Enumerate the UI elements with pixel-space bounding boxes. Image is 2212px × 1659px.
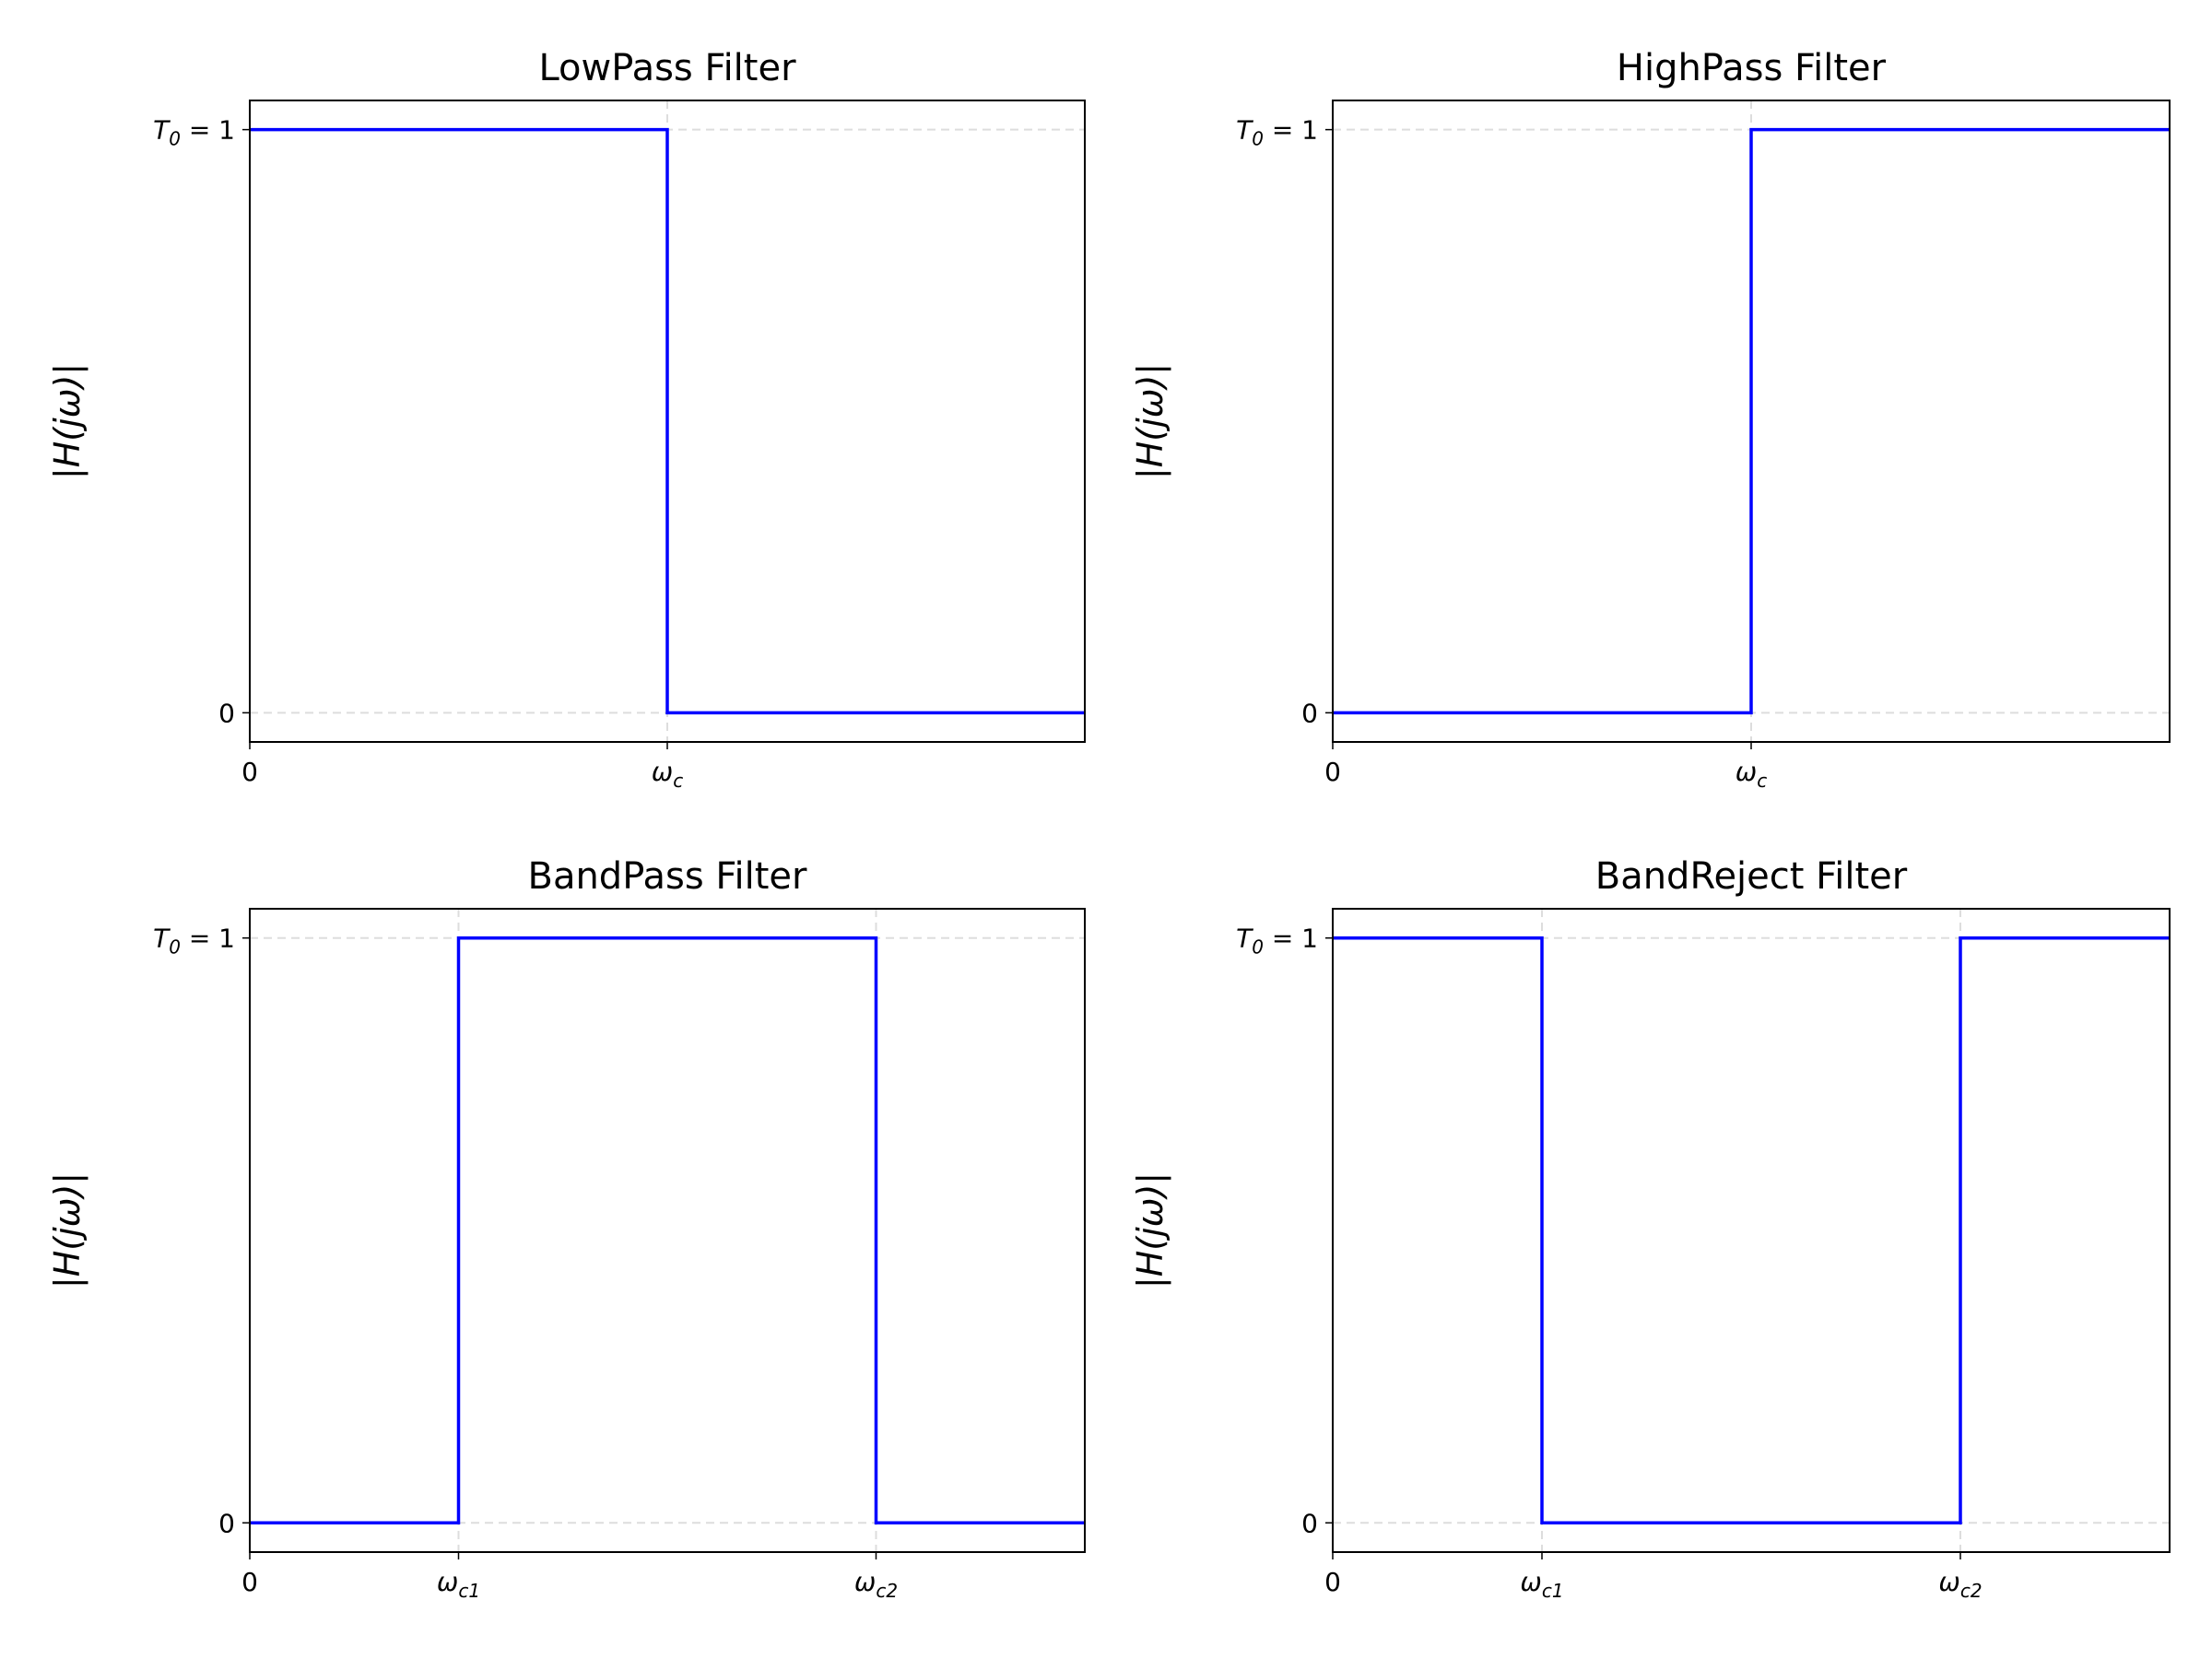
step-line [1333, 935, 2170, 1525]
y-tick-label: T0 = 1 [153, 115, 235, 150]
subplot: HighPass Filter |H(jω)| 0 T0 = 1 0 ωc [1130, 47, 2171, 792]
x-tick-label: ωc2 [854, 1567, 898, 1602]
axes-frame [249, 908, 1086, 1553]
axes-frame [1332, 100, 2171, 743]
x-tick-label: 0 [1324, 1567, 1341, 1597]
y-tick-label: T0 = 1 [1236, 924, 1318, 959]
y-axis-label: |H(jω)| [47, 363, 88, 479]
y-axis-label: |H(jω)| [1130, 1172, 1171, 1288]
y-tick-label: 0 [1301, 1508, 1318, 1538]
axes-frame [1332, 908, 2171, 1553]
subplot: BandReject Filter |H(jω)| 0 T0 = 1 0 ωc1 ωc2 [1130, 855, 2171, 1602]
subplot-title: HighPass Filter [1617, 47, 1887, 89]
step-line [1333, 127, 2170, 715]
step-line [250, 935, 1085, 1525]
y-tick-label: 0 [1301, 698, 1318, 728]
subplot-title: BandPass Filter [528, 855, 808, 898]
x-tick-label: 0 [241, 757, 258, 787]
subplot: BandPass Filter |H(jω)| 0 T0 = 1 0 ωc1 ωc2 [47, 855, 1086, 1602]
y-tick-label: 0 [218, 1508, 235, 1538]
subplot-title: BandReject Filter [1595, 855, 1908, 898]
x-tick-label: ωc1 [437, 1567, 480, 1602]
step-line [250, 127, 1085, 715]
x-tick-label: ωc [652, 757, 683, 792]
y-axis-label: |H(jω)| [1130, 363, 1171, 479]
y-axis-label: |H(jω)| [47, 1172, 88, 1288]
axes-frame [249, 100, 1086, 743]
x-tick-label: 0 [1324, 757, 1341, 787]
x-tick-label: ωc1 [1520, 1567, 1563, 1602]
y-tick-label: T0 = 1 [1236, 115, 1318, 150]
y-tick-label: T0 = 1 [153, 924, 235, 959]
x-tick-label: 0 [241, 1567, 258, 1597]
y-tick-label: 0 [218, 698, 235, 728]
x-tick-label: ωc [1735, 757, 1767, 792]
x-tick-label: ωc2 [1938, 1567, 1982, 1602]
subplot: LowPass Filter |H(jω)| 0 T0 = 1 0 ωc [47, 47, 1086, 792]
subplot-title: LowPass Filter [538, 47, 796, 89]
